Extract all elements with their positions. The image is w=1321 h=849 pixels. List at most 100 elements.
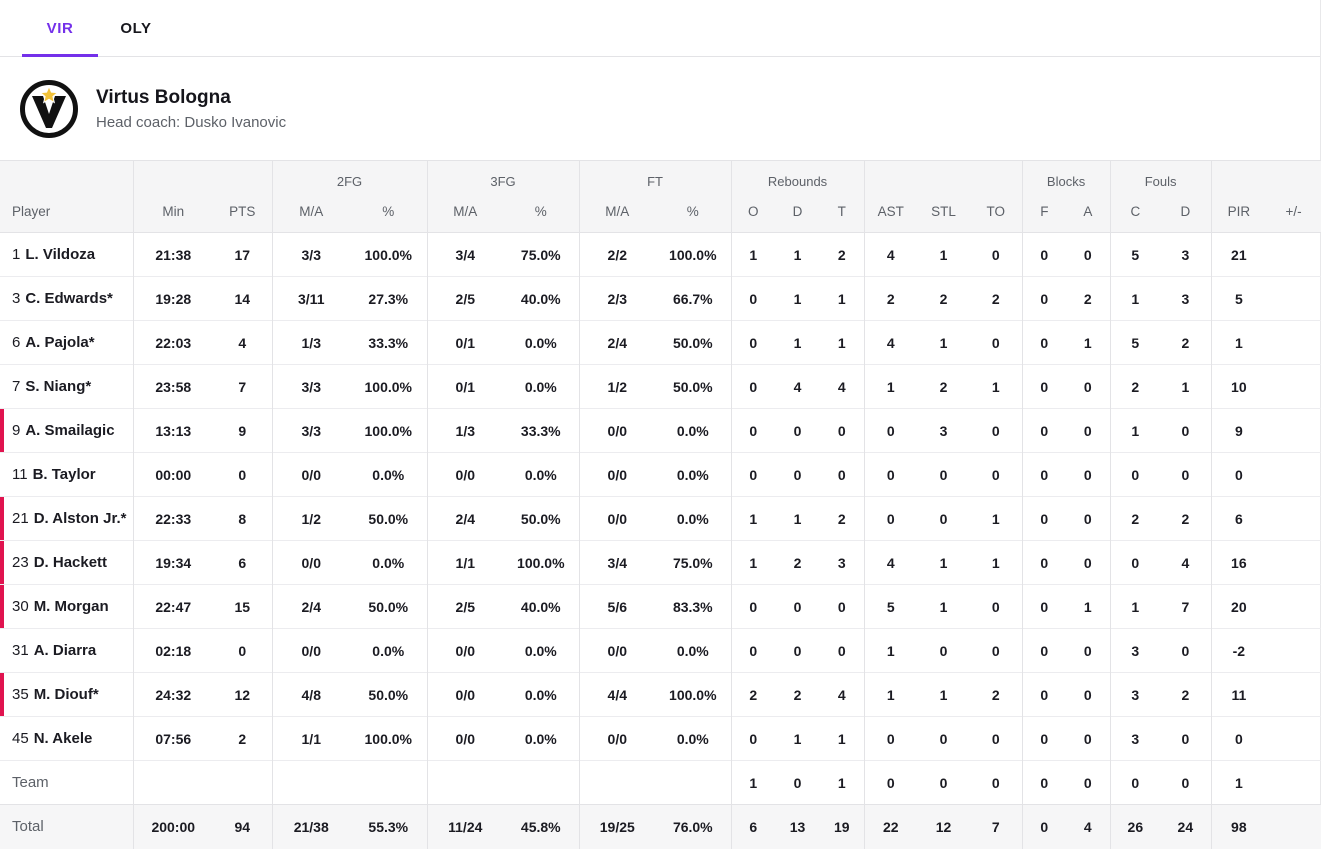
stat-ast: 0 bbox=[863, 760, 918, 805]
stat-plus-minus bbox=[1266, 584, 1321, 629]
stat-reb-o: 0 bbox=[730, 320, 776, 365]
table-header: 2FG 3FG FT Rebounds Blocks Fouls Player Min PTS M… bbox=[0, 160, 1321, 233]
stat-pts: 2 bbox=[213, 716, 272, 761]
stat-reb-d: 4 bbox=[775, 364, 821, 409]
stat-pir: 11 bbox=[1210, 672, 1267, 717]
player-cell[interactable]: 1 L. Vildoza bbox=[0, 233, 133, 277]
stat-3fg-pct: 0.0% bbox=[503, 320, 580, 365]
player-cell[interactable]: 31 A. Diarra bbox=[0, 628, 133, 673]
stat-ft-pct: 0.0% bbox=[655, 628, 732, 673]
stat-2fg-pct: 27.3% bbox=[350, 276, 428, 321]
player-cell[interactable]: 30 M. Morgan bbox=[0, 584, 133, 629]
stat-2fg-ma: 3/3 bbox=[271, 232, 350, 277]
player-name: C. Edwards* bbox=[25, 290, 113, 307]
tab-vir[interactable]: VIR bbox=[22, 0, 98, 57]
stat-3fg-ma: 2/5 bbox=[426, 276, 504, 321]
player-number: 21 bbox=[12, 510, 29, 527]
player-name: M. Diouf* bbox=[33, 686, 99, 703]
stat-blk-fv: 0 bbox=[1021, 364, 1067, 409]
stat-stl: 1 bbox=[939, 246, 948, 263]
stat-blk-fv: 0 bbox=[1021, 760, 1067, 805]
stat-2fg-ma: 3/3 bbox=[271, 408, 350, 453]
player-number: 11 bbox=[12, 466, 28, 483]
stat-blk-ag: 0 bbox=[1083, 246, 1092, 263]
stat-foul-drawn: 3 bbox=[1181, 246, 1190, 263]
stat-stl: 3 bbox=[917, 408, 971, 453]
column-header-foul-drawn: D bbox=[1160, 190, 1212, 233]
group-header-rebounds: Rebounds bbox=[730, 160, 865, 191]
stat-2fg-ma: 3/11 bbox=[271, 276, 350, 321]
stat-reb-d: 0 bbox=[775, 408, 821, 453]
stat-blk-fv: 0 bbox=[1021, 628, 1067, 673]
stat-min: 21:38 bbox=[132, 232, 213, 277]
player-cell[interactable]: 7 S. Niang* bbox=[0, 364, 133, 409]
stat-foul-cm: 0 bbox=[1109, 452, 1161, 497]
stat-2fg-ma: 0/0 bbox=[271, 540, 350, 585]
player-row: 35 M. Diouf* 24:32 12 4/8 50.0% 0/0 0.0% 4/4 100.… bbox=[0, 672, 1321, 717]
player-cell[interactable]: 21 D. Alston Jr.* bbox=[0, 496, 133, 541]
player-row: 21 D. Alston Jr.* 22:33 8 1/2 50.0% 2/4 50.0% 0/… bbox=[0, 496, 1321, 541]
header-group-row: 2FG 3FG FT Rebounds Blocks Fouls bbox=[0, 160, 1321, 191]
group-header-blocks: Blocks bbox=[1021, 160, 1111, 191]
stat-ast: 4 bbox=[863, 232, 918, 277]
stat-blk-ag: 0 bbox=[1066, 716, 1111, 761]
stat-min: 23:58 bbox=[132, 364, 213, 409]
stat-stl: 12 bbox=[917, 804, 971, 849]
stat-min: 200:00 bbox=[132, 804, 213, 849]
stat-pir: 5 bbox=[1210, 276, 1267, 321]
column-header-3fg-pct: % bbox=[503, 190, 580, 233]
stat-to: 0 bbox=[970, 408, 1023, 453]
player-cell[interactable]: 9 A. Smailagic bbox=[0, 408, 133, 453]
stat-pir: 10 bbox=[1210, 364, 1267, 409]
stat-pts: 0 bbox=[213, 628, 272, 673]
stat-ft-ma: 3/4 bbox=[578, 540, 656, 585]
team-logo bbox=[20, 79, 78, 138]
stat-reb-t: 4 bbox=[820, 364, 865, 409]
stat-foul-cm: 5 bbox=[1109, 232, 1161, 277]
stat-ast: 1 bbox=[863, 672, 918, 717]
stat-blk-fv: 0 bbox=[1021, 452, 1067, 497]
player-cell[interactable]: 3 C. Edwards* bbox=[0, 276, 133, 321]
stat-2fg-pct: 100.0% bbox=[350, 364, 428, 409]
player-cell[interactable]: 35 M. Diouf* bbox=[0, 672, 133, 717]
player-cell[interactable]: 45 N. Akele bbox=[0, 716, 133, 761]
stat-to: 0 bbox=[970, 628, 1023, 673]
stat-ft-pct: 100.0% bbox=[669, 246, 717, 263]
stat-2fg-pct: 50.0% bbox=[350, 496, 428, 541]
stat-reb-t: 0 bbox=[820, 628, 865, 673]
stat-3fg-pct: 0.0% bbox=[503, 628, 580, 673]
stat-2fg-pct: 55.3% bbox=[350, 804, 428, 849]
stat-foul-cm: 0 bbox=[1109, 760, 1161, 805]
stat-3fg-pct: 33.3% bbox=[503, 408, 580, 453]
stat-2fg-ma: 1/1 bbox=[271, 716, 350, 761]
player-name: A. Smailagic bbox=[25, 422, 115, 439]
stat-to: 1 bbox=[970, 364, 1023, 409]
stat-foul-cm: 1 bbox=[1109, 408, 1161, 453]
stat-min: 19:28 bbox=[132, 276, 213, 321]
player-cell[interactable]: 23 D. Hackett bbox=[0, 540, 133, 585]
stat-blk-ag: 0 bbox=[1066, 760, 1111, 805]
stat-stl: 1 bbox=[917, 320, 971, 365]
stat-3fg-ma: 0/0 bbox=[426, 672, 504, 717]
stat-plus-minus bbox=[1266, 276, 1321, 321]
column-header-ast: AST bbox=[863, 190, 918, 233]
team-row: Team 1 0 1 0 0 0 0 0 0 0 1 bbox=[0, 760, 1321, 805]
stat-3fg-pct: 0.0% bbox=[503, 716, 580, 761]
stat-3fg-ma bbox=[426, 760, 504, 805]
stat-2fg-pct: 100.0% bbox=[364, 246, 412, 263]
player-row: 45 N. Akele 07:56 2 1/1 100.0% 0/0 0.0% 0/0 0.0% 0… bbox=[0, 716, 1321, 761]
stat-foul-drawn: 1 bbox=[1160, 364, 1212, 409]
stat-reb-o: 6 bbox=[730, 804, 776, 849]
stat-pir: 9 bbox=[1210, 408, 1267, 453]
stat-3fg-pct: 0.0% bbox=[503, 672, 580, 717]
stat-blk-fv: 0 bbox=[1021, 584, 1067, 629]
tab-oly[interactable]: OLY bbox=[120, 19, 152, 37]
group-header-ft: FT bbox=[578, 160, 732, 191]
column-header-2fg-ma: M/A bbox=[271, 190, 350, 233]
player-name: L. Vildoza bbox=[25, 246, 96, 263]
player-cell[interactable]: 11 B. Taylor bbox=[0, 452, 133, 497]
stat-3fg-ma: 0/0 bbox=[426, 716, 504, 761]
stat-blk-fv: 0 bbox=[1021, 276, 1067, 321]
player-cell[interactable]: 6 A. Pajola* bbox=[0, 320, 133, 365]
stat-ft-ma: 0/0 bbox=[578, 408, 656, 453]
